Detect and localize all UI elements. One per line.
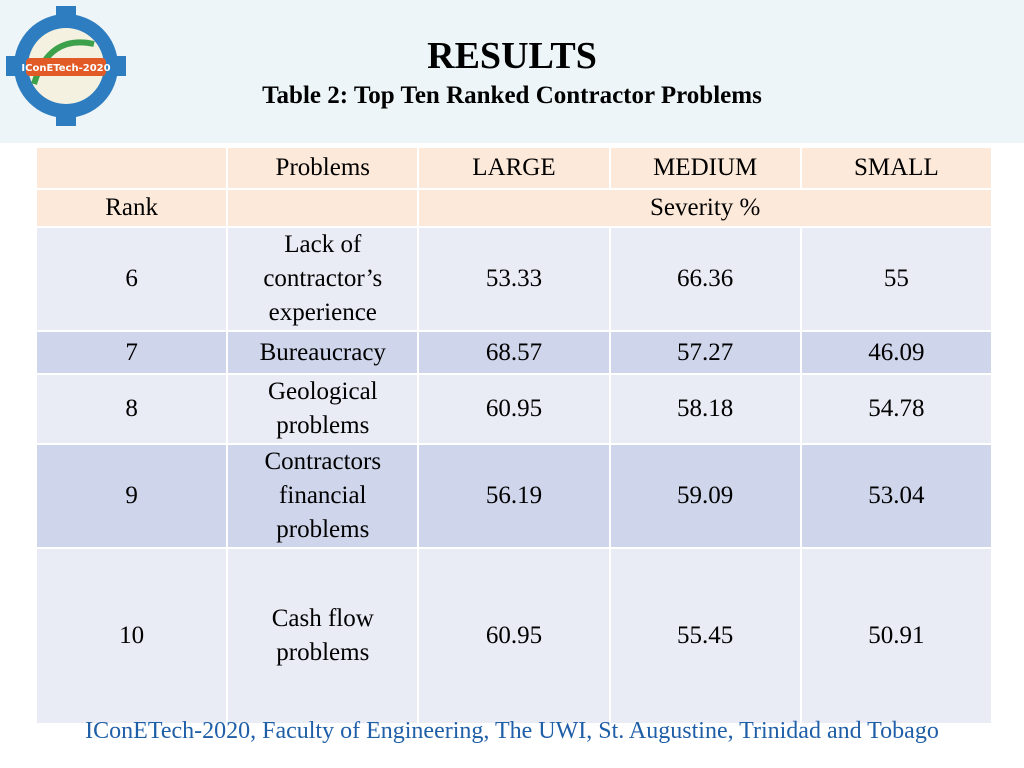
large-cell: 56.19 <box>417 443 611 549</box>
medium-cell: 55.45 <box>608 547 802 725</box>
small-cell: 53.04 <box>799 443 994 549</box>
rank-cell: 10 <box>34 547 229 725</box>
column-header: Problems <box>226 146 420 190</box>
column-header: MEDIUM <box>608 146 802 190</box>
small-cell: 54.78 <box>799 373 994 445</box>
large-cell: 68.57 <box>417 330 611 375</box>
unit-header: Severity % <box>417 188 993 228</box>
subtitle: Table 2: Top Ten Ranked Contractor Probl… <box>262 82 762 109</box>
header-row: Problems LARGE MEDIUM SMALL <box>34 146 994 190</box>
header-band <box>0 0 1024 143</box>
large-cell: 60.95 <box>417 373 611 445</box>
rank-cell: 7 <box>34 330 229 375</box>
table-body: Problems LARGE MEDIUM SMALL Rank Severit… <box>34 146 994 725</box>
data-row: 8 Geological problems 60.95 58.18 54.78 <box>34 373 994 445</box>
data-row: 7 Bureaucracy 68.57 57.27 46.09 <box>34 330 994 375</box>
data-row: 9 Contractors financial problems 56.19 59.0… <box>34 443 994 549</box>
problem-cell: Cash flow problems <box>226 547 420 725</box>
medium-cell: 58.18 <box>608 373 802 445</box>
logo-text: IConETech-2020 <box>21 63 110 74</box>
rank-cell: 9 <box>34 443 229 549</box>
problem-cell: Geological problems <box>226 373 420 445</box>
data-row: 6 Lack of contractor’s experience 53.33 66.… <box>34 226 994 332</box>
subheader-row: Rank Severity % <box>34 188 993 228</box>
footer: IConETech-2020, Faculty of Engineering, … <box>85 718 939 744</box>
results-table: Problems LARGE MEDIUM SMALL Rank Severit… <box>34 146 994 725</box>
medium-cell: 57.27 <box>608 330 802 375</box>
cell <box>34 146 229 190</box>
rank-header: Rank <box>34 188 229 228</box>
column-header: SMALL <box>799 146 994 190</box>
medium-cell: 59.09 <box>608 443 802 549</box>
logo: IConETech-2020 <box>6 6 126 126</box>
problem-cell: Bureaucracy <box>226 330 420 375</box>
medium-cell: 66.36 <box>608 226 802 332</box>
column-header: LARGE <box>417 146 611 190</box>
problem-cell: Lack of contractor’s experience <box>226 226 420 332</box>
data-row: 10 Cash flow problems 60.95 55.45 50.91 <box>34 547 994 725</box>
small-cell: 55 <box>799 226 994 332</box>
small-cell: 50.91 <box>799 547 994 725</box>
rank-cell: 6 <box>34 226 229 332</box>
large-cell: 53.33 <box>417 226 611 332</box>
cell <box>226 188 420 228</box>
large-cell: 60.95 <box>417 547 611 725</box>
rank-cell: 8 <box>34 373 229 445</box>
title: RESULTS <box>427 35 597 77</box>
problem-cell: Contractors financial problems <box>226 443 420 549</box>
small-cell: 46.09 <box>799 330 994 375</box>
